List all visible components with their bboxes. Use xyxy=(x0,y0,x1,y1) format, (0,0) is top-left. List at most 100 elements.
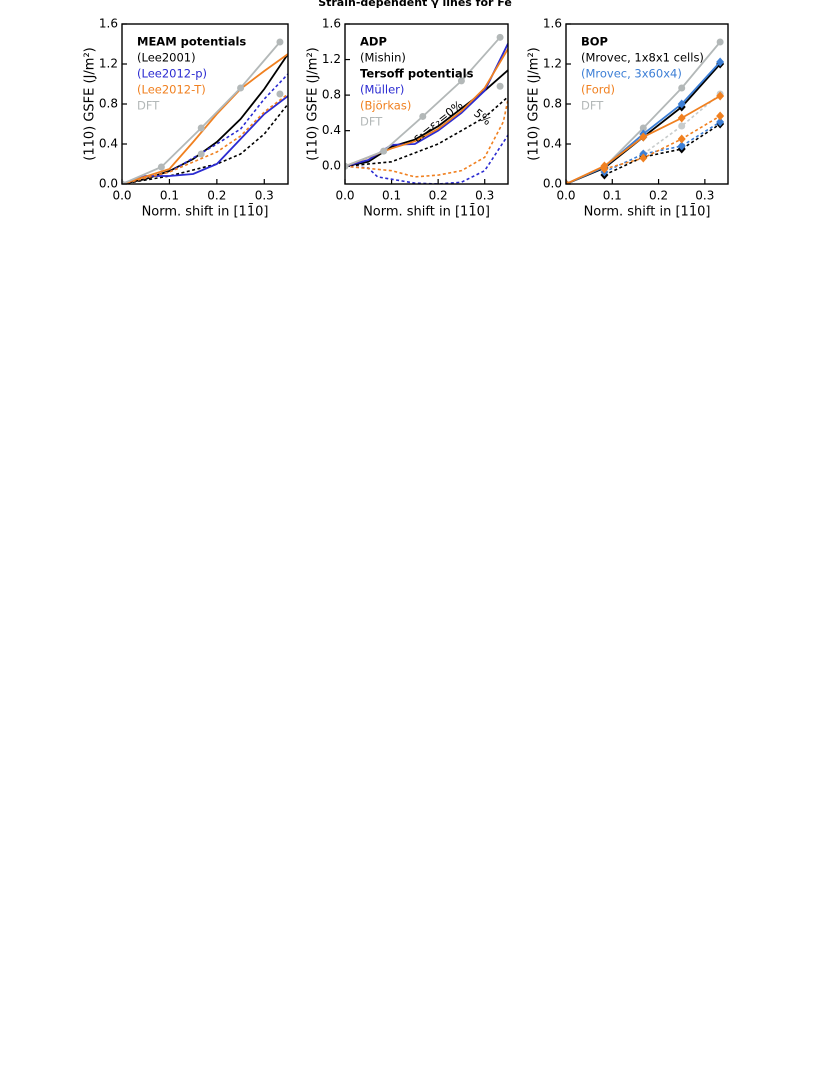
marker xyxy=(122,180,126,184)
y-tick-label: 0.0 xyxy=(99,177,118,191)
legend-entry: BOP xyxy=(581,35,608,49)
x-tick-label: 0.2 xyxy=(207,189,226,203)
y-tick-label: 0.4 xyxy=(322,123,341,137)
y-axis-label: (110) GSFE (J/m²) xyxy=(306,47,321,160)
y-axis-label: (110) GSFE (J/m²) xyxy=(527,47,542,160)
marker xyxy=(716,117,725,127)
y-tick-label: 0.0 xyxy=(322,159,341,173)
marker xyxy=(716,38,724,46)
x-axis-label: Norm. shift in [11̄0] xyxy=(142,204,269,219)
marker xyxy=(197,150,205,158)
x-tick-label: 0.3 xyxy=(255,189,274,203)
marker xyxy=(639,132,648,142)
marker xyxy=(237,84,245,92)
marker xyxy=(276,38,284,46)
marker xyxy=(197,124,205,132)
y-tick-label: 1.2 xyxy=(322,52,341,66)
legend-entry: DFT xyxy=(137,99,160,113)
x-tick-label: 0.2 xyxy=(649,189,668,203)
x-tick-label: 0.2 xyxy=(429,189,448,203)
x-tick-label: 0.1 xyxy=(382,189,401,203)
marker xyxy=(457,77,465,85)
marker xyxy=(276,90,284,98)
legend-entry: DFT xyxy=(581,99,604,113)
legend-entry: (Lee2001) xyxy=(137,51,196,65)
legend-entry: (Björkas) xyxy=(360,99,411,113)
x-tick-label: 0.1 xyxy=(160,189,179,203)
x-tick-label: 0.0 xyxy=(556,189,575,203)
x-tick-label: 0.0 xyxy=(335,189,354,203)
y-tick-label: 0.4 xyxy=(543,137,562,151)
marker xyxy=(678,84,686,92)
marker xyxy=(566,179,570,184)
annotation: 5% xyxy=(471,106,494,128)
series-line xyxy=(122,93,288,184)
legend-entry: (Mrovec, 3x60x4) xyxy=(581,67,682,81)
series-line xyxy=(345,48,508,168)
series-line xyxy=(604,123,721,176)
marker xyxy=(600,164,609,174)
y-tick-label: 1.6 xyxy=(322,17,341,31)
marker xyxy=(345,162,349,170)
y-tick-label: 0.4 xyxy=(99,137,118,151)
y-tick-label: 1.2 xyxy=(543,57,562,71)
marker xyxy=(716,91,725,101)
series-line xyxy=(345,43,508,168)
marker xyxy=(677,113,686,123)
y-tick-label: 1.6 xyxy=(99,17,118,31)
figure-title: Strain-dependent γ lines for Fe xyxy=(318,0,512,9)
y-tick-label: 0.8 xyxy=(322,88,341,102)
marker xyxy=(677,99,686,109)
legend-entry: (Mrovec, 1x8x1 cells) xyxy=(581,51,704,65)
x-tick-label: 0.1 xyxy=(603,189,622,203)
x-axis-label: Norm. shift in [11̄0] xyxy=(363,204,490,219)
y-tick-label: 0.8 xyxy=(99,97,118,111)
legend-entry: (Müller) xyxy=(360,83,404,97)
plot xyxy=(566,38,725,184)
plot xyxy=(345,33,508,184)
marker xyxy=(716,111,725,121)
legend-entry: Tersoff potentials xyxy=(360,67,474,81)
legend-entry: MEAM potentials xyxy=(137,35,246,49)
x-tick-label: 0.0 xyxy=(112,189,131,203)
y-tick-label: 1.6 xyxy=(543,17,562,31)
series-line xyxy=(604,115,721,170)
y-tick-label: 1.2 xyxy=(99,57,118,71)
marker xyxy=(716,57,725,67)
legend-entry: DFT xyxy=(360,115,383,129)
marker xyxy=(380,147,388,155)
series-line xyxy=(345,96,508,168)
series-line xyxy=(604,121,721,173)
legend-entry: ADP xyxy=(360,35,387,49)
series-line xyxy=(122,103,288,184)
marker xyxy=(677,141,686,151)
series-line xyxy=(122,53,288,184)
marker xyxy=(496,82,504,90)
legend-entry: (Lee2012-p) xyxy=(137,67,207,81)
marker xyxy=(639,153,648,163)
legend-entry: (Ford) xyxy=(581,83,615,97)
y-tick-label: 0.0 xyxy=(543,177,562,191)
frame xyxy=(565,23,729,185)
marker xyxy=(677,134,686,144)
marker xyxy=(639,124,647,132)
x-axis-label: Norm. shift in [11̄0] xyxy=(584,204,711,219)
y-axis-label: (110) GSFE (J/m²) xyxy=(83,47,98,160)
plot xyxy=(122,38,288,184)
y-tick-label: 0.8 xyxy=(543,97,562,111)
frame xyxy=(121,23,289,185)
marker xyxy=(496,33,504,41)
frame xyxy=(344,23,509,185)
marker xyxy=(678,122,686,130)
x-tick-label: 0.3 xyxy=(695,189,714,203)
legend-entry: (Mishin) xyxy=(360,51,406,65)
x-tick-label: 0.3 xyxy=(475,189,494,203)
marker xyxy=(157,163,165,171)
series-line xyxy=(345,99,508,178)
marker xyxy=(419,112,427,120)
